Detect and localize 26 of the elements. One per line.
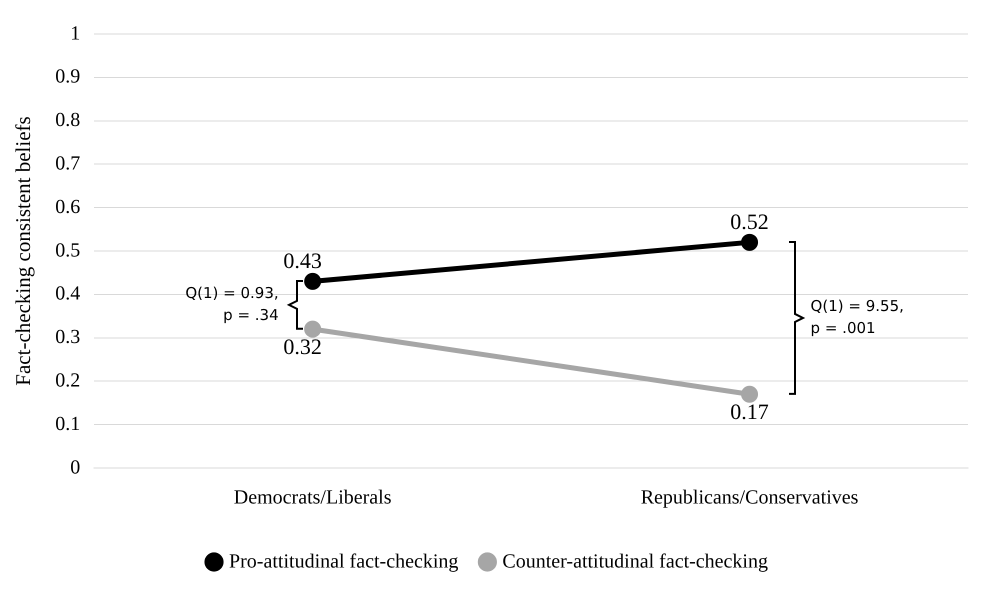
data-label: 0.17 xyxy=(730,399,769,424)
y-tick-label: 0 xyxy=(70,456,80,478)
x-tick-label: Republicans/Conservatives xyxy=(640,486,859,508)
y-tick-label: 0.7 xyxy=(55,152,80,174)
y-tick-label: 0.3 xyxy=(55,326,80,348)
y-tick-label: 0.4 xyxy=(55,282,80,305)
data-label: 0.32 xyxy=(283,334,322,359)
y-tick-label: 0.6 xyxy=(55,196,80,218)
point xyxy=(741,234,758,251)
data-label: 0.52 xyxy=(730,209,769,234)
y-tick-label: 0.9 xyxy=(55,66,80,88)
y-tick-label: 1 xyxy=(70,22,80,44)
y-tick-label: 0.8 xyxy=(55,109,80,132)
y-tick-label: 0.1 xyxy=(55,412,80,435)
y-axis-title: Fact-checking consistent beliefs xyxy=(11,116,36,386)
legend-label: Counter-attitudinal fact-checking xyxy=(502,550,768,572)
annotation: Q(1) = 9.55, p = .001 xyxy=(810,297,904,338)
legend-label: Pro-attitudinal fact-checking xyxy=(229,550,458,572)
y-tick-label: 0.5 xyxy=(55,239,80,262)
point xyxy=(304,320,322,338)
point xyxy=(304,272,322,290)
x-tick-label: Democrats/Liberals xyxy=(234,486,392,508)
y-tick-label: 0.2 xyxy=(55,369,80,392)
annotation: Q(1) = 0.93, p = .34 xyxy=(185,284,279,324)
data-label: 0.43 xyxy=(283,248,322,274)
point xyxy=(741,386,758,403)
